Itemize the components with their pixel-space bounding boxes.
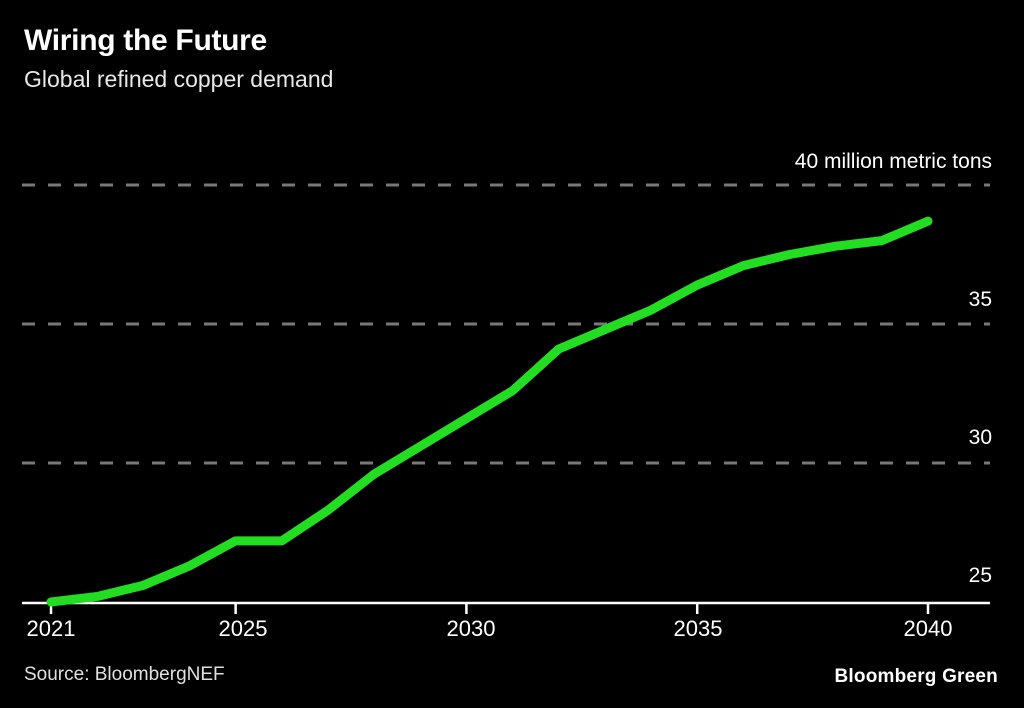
chart-subtitle: Global refined copper demand	[24, 66, 334, 92]
x-axis-label-2030: 2030	[446, 616, 496, 641]
brand-logo: Bloomberg Green	[834, 666, 998, 687]
x-axis-label-2021: 2021	[26, 616, 76, 641]
y-axis-label-25: 25	[968, 564, 992, 587]
page-title: Wiring the Future	[24, 24, 267, 57]
y-axis-label-40: 40 million metric tons	[794, 150, 992, 173]
source-note: Source: BloombergNEF	[24, 664, 225, 685]
x-axis-label-2040: 2040	[903, 616, 953, 641]
gridlines	[22, 183, 990, 465]
y-axis-label-35: 35	[968, 288, 992, 311]
x-axis-label-2035: 2035	[673, 616, 723, 641]
x-axis-ticks	[49, 603, 930, 614]
data-series-line	[46, 216, 933, 607]
x-axis-label-2025: 2025	[218, 616, 268, 641]
chart-header: Wiring the Future Global refined copper …	[24, 22, 333, 95]
y-axis-label-30: 30	[968, 426, 992, 449]
